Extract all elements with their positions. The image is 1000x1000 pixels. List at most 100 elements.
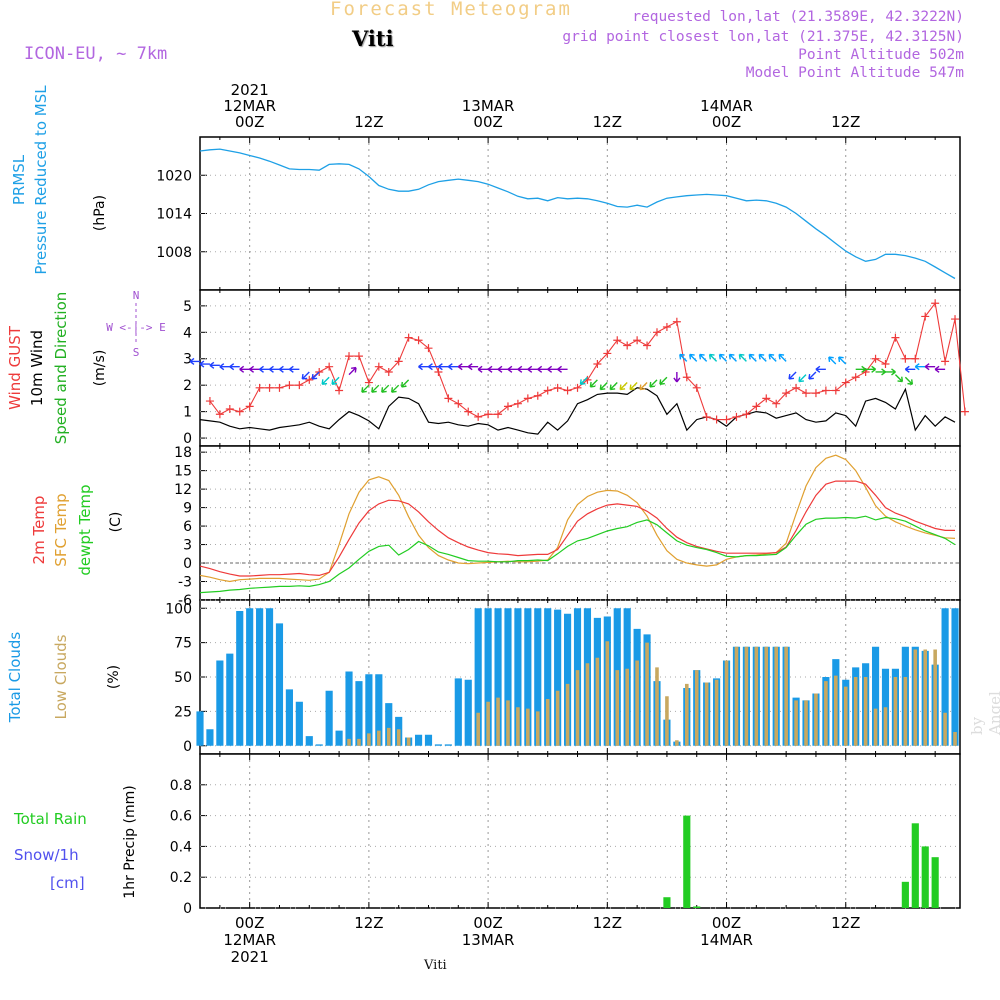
low-clouds-bar <box>555 690 560 746</box>
y-tick-label: -3 <box>178 575 192 591</box>
pressure-units: (hPa) <box>92 195 108 231</box>
total-clouds-bar <box>236 611 244 746</box>
gust-marker <box>811 389 820 398</box>
gust-marker <box>225 404 234 413</box>
grid-point-location: grid point closest lon,lat (21.375E, 42.… <box>562 29 964 45</box>
low-clouds-bar <box>476 712 480 746</box>
wind-direction-arrow <box>934 365 946 373</box>
low-clouds-bar <box>734 646 739 746</box>
y-tick-label: 0.2 <box>170 870 192 886</box>
gust-marker <box>215 410 224 419</box>
wind-direction-arrow <box>229 363 240 371</box>
wind-direction-arrow <box>748 353 757 362</box>
wind-direction-arrow <box>875 368 886 376</box>
total-clouds-bar <box>325 690 333 746</box>
rain-bar <box>901 881 909 908</box>
total-clouds-bar <box>265 608 274 746</box>
total-clouds-bar <box>474 608 482 746</box>
gust-marker <box>692 383 701 392</box>
total-clouds-bar <box>544 608 552 746</box>
rain-bar <box>931 857 939 908</box>
y-tick-label: 1008 <box>156 245 192 261</box>
wind-direction-arrow <box>579 376 588 385</box>
low-clouds-bar <box>347 738 351 746</box>
total-clouds-bar <box>295 701 303 746</box>
gust-marker <box>871 354 880 363</box>
wind-direction-arrow <box>547 365 558 373</box>
gust-marker <box>235 407 244 416</box>
wind-direction-arrow <box>507 365 518 373</box>
y-tick-label: 0 <box>183 739 192 755</box>
y-tick-label: 0 <box>183 901 192 917</box>
wind-direction-arrow <box>321 376 330 385</box>
gust-marker <box>335 386 344 395</box>
y-tick-label: 50 <box>174 670 192 686</box>
low-clouds-bar <box>396 729 401 746</box>
wind-direction-arrow <box>189 357 200 365</box>
gust-marker <box>265 383 274 392</box>
wind-direction-arrow <box>418 363 429 371</box>
wind-direction-arrow <box>798 374 807 383</box>
bottom-station-name: Viti <box>424 958 447 973</box>
temp-2m-label: 2m Temp <box>30 496 48 565</box>
gust-marker <box>652 328 661 337</box>
wind-direction-arrow <box>609 382 618 391</box>
total-clouds-bar <box>196 711 204 746</box>
total-clouds-bar <box>365 674 373 746</box>
low-clouds-label: Low Clouds <box>52 634 70 719</box>
low-clouds-bar <box>665 696 669 746</box>
wind-direction-arrow <box>708 353 718 362</box>
y-tick-label: 1020 <box>156 168 192 184</box>
low-clouds-bar <box>704 682 709 746</box>
gust-marker <box>573 383 582 392</box>
low-clouds-bar <box>893 677 898 746</box>
gust-marker <box>523 394 532 403</box>
gust-marker <box>792 383 801 392</box>
wind-direction-arrow <box>639 382 648 391</box>
low-clouds-bar <box>565 683 570 746</box>
low-clouds-bar <box>913 649 918 746</box>
y-tick-label: 0.8 <box>170 778 192 794</box>
gust-marker <box>305 375 314 384</box>
total-clouds-bar <box>504 608 512 746</box>
wind-direction-arrow <box>467 363 479 371</box>
wind-direction-arrow <box>457 363 469 371</box>
wind-direction-arrow <box>239 365 250 373</box>
wind-direction-arrow <box>428 363 439 371</box>
gust-marker <box>672 317 681 326</box>
gust-marker <box>285 381 294 390</box>
low-clouds-bar <box>853 677 858 746</box>
low-clouds-bar <box>655 667 659 746</box>
gust-marker <box>424 344 433 353</box>
gust-marker <box>722 415 731 424</box>
gust-marker <box>613 336 622 345</box>
y-tick-label: 9 <box>183 501 192 517</box>
total-clouds-bar <box>375 674 383 746</box>
model-name: ICON-EU, ~ 7km <box>24 44 168 64</box>
wind-direction-arrow <box>331 376 340 385</box>
y-tick-label: 1014 <box>156 207 192 223</box>
y-tick-label: 18 <box>174 445 192 461</box>
low-clouds-bar <box>804 700 808 746</box>
rain-bar <box>683 815 691 908</box>
wind-direction-arrow <box>904 365 916 373</box>
gust-marker <box>404 333 413 342</box>
bottom-time-label: 14MAR <box>700 931 753 949</box>
wind-direction-arrow <box>259 365 270 373</box>
low-clouds-bar <box>843 686 848 746</box>
wind-direction-arrow <box>249 365 260 373</box>
total-clouds-bar <box>554 609 562 746</box>
total-clouds-bar <box>256 608 264 746</box>
dewpt-temp-line <box>199 515 956 594</box>
total-clouds-label: Total Clouds <box>6 632 24 724</box>
gust-marker <box>394 357 403 366</box>
low-clouds-bar <box>744 646 749 746</box>
gust-marker <box>354 352 363 361</box>
gust-marker <box>960 407 969 416</box>
top-time-label: 00Z <box>235 113 264 131</box>
total-clouds-bar <box>434 744 443 746</box>
gust-marker <box>752 402 761 411</box>
bottom-time-label: 13MAR <box>462 931 515 949</box>
gust-marker <box>384 367 393 376</box>
bottom-time-label: 12Z <box>831 914 860 932</box>
